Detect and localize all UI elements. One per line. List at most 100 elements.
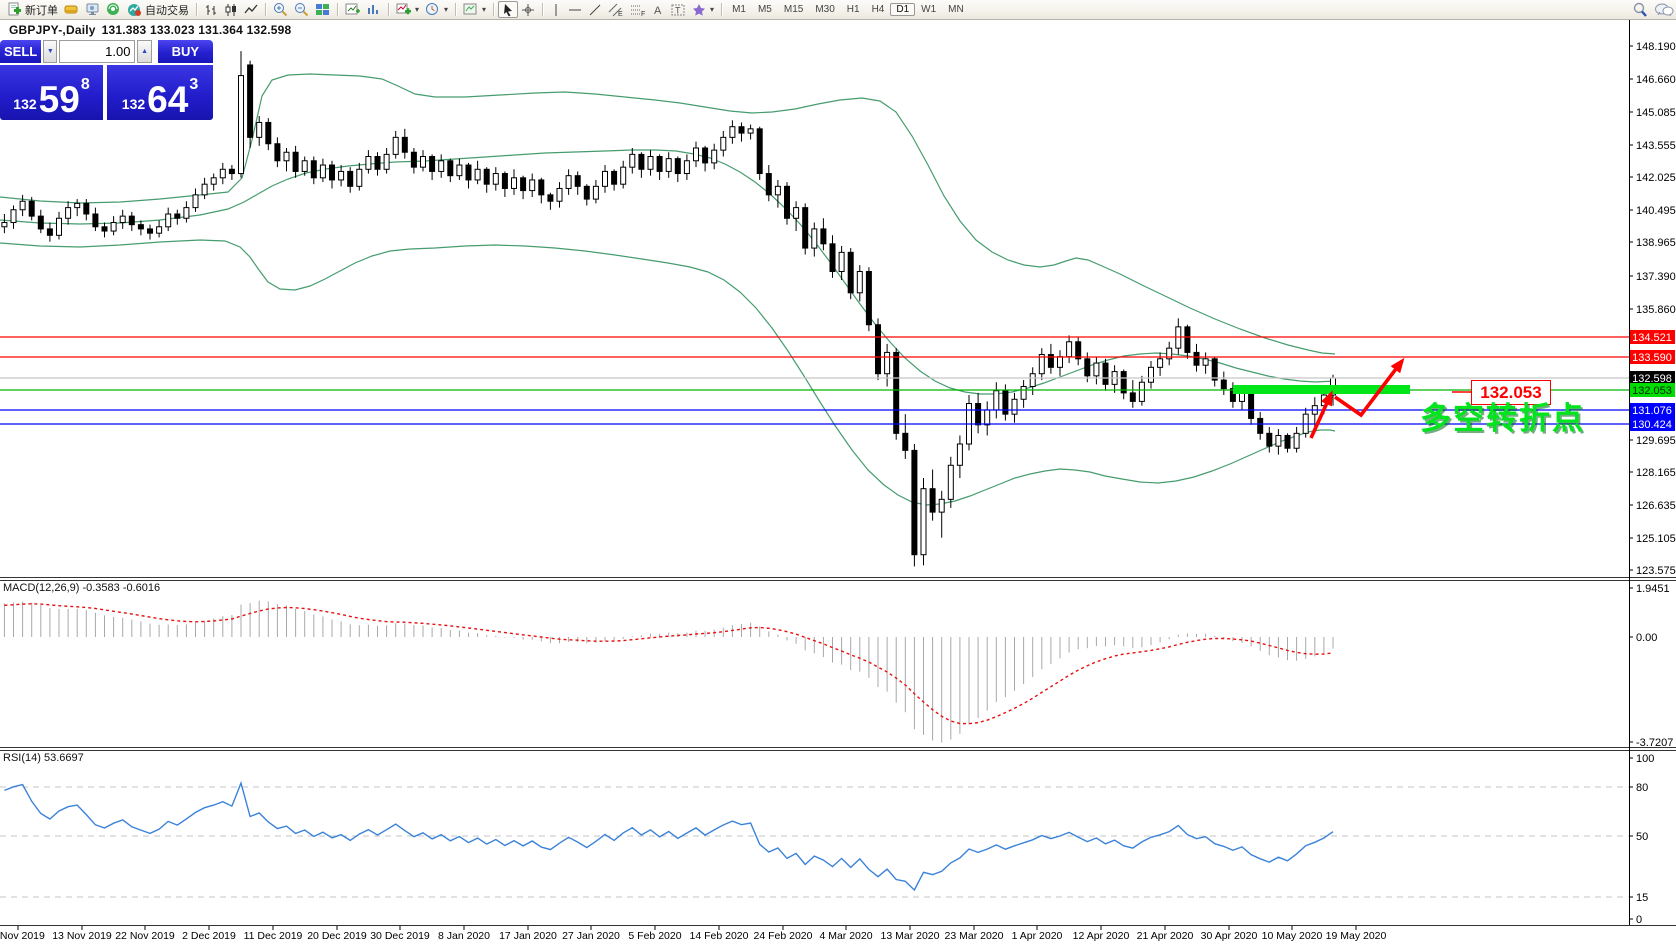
svg-text:134.521: 134.521: [1632, 332, 1672, 344]
new-chart-button[interactable]: [342, 1, 363, 18]
templates-button[interactable]: ▾: [460, 1, 489, 18]
toolbar-separator: [493, 3, 495, 16]
tile-windows-button[interactable]: [312, 1, 333, 18]
shapes-tool-button[interactable]: ▾: [689, 1, 717, 18]
svg-text:15: 15: [1636, 892, 1648, 904]
zoom-in-button[interactable]: [270, 1, 291, 18]
timeframe-H1[interactable]: H1: [846, 4, 860, 15]
new-order-button[interactable]: 新订单: [4, 1, 61, 18]
zoom-out-icon: [294, 2, 309, 17]
macd-indicator-label: MACD(12,26,9) -0.3583 -0.6016: [3, 582, 161, 594]
candle-chart-mode-button[interactable]: [221, 1, 241, 18]
fibonacci-tool-button[interactable]: F: [627, 1, 649, 18]
crosshair-tool-button[interactable]: [518, 1, 538, 18]
channel-tool-button[interactable]: E: [605, 1, 627, 18]
svg-text:138.965: 138.965: [1636, 237, 1676, 249]
timeframe-W1[interactable]: W1: [921, 4, 937, 15]
bollinger-upper: [0, 73, 1336, 355]
turning-point-annotation[interactable]: 多空转折点: [1420, 401, 1585, 436]
publish-button[interactable]: [82, 1, 103, 18]
new-chart-icon: [345, 2, 360, 17]
text-label-icon: T: [671, 3, 686, 17]
volume-increase-button[interactable]: ▲: [137, 40, 152, 63]
cursor-tool-button[interactable]: [498, 1, 519, 18]
svg-text:22 Nov 2019: 22 Nov 2019: [115, 930, 175, 942]
ask-prefix: 132: [121, 96, 146, 112]
autotrading-icon: [127, 2, 142, 17]
timeframe-MN[interactable]: MN: [948, 4, 964, 15]
ask-sup: 3: [189, 76, 199, 93]
candles-series: [1, 51, 1336, 567]
price-level-callout[interactable]: 132.053: [1471, 380, 1551, 405]
autotrading-button[interactable]: 自动交易: [124, 1, 192, 18]
search-icon[interactable]: [1632, 2, 1648, 18]
svg-text:50: 50: [1636, 831, 1648, 843]
trend-arrow-annotation[interactable]: [1309, 357, 1405, 439]
new-order-icon: [7, 2, 22, 17]
text-icon: A: [652, 3, 665, 17]
vline-tool-button[interactable]: [547, 1, 565, 18]
timeframe-M5[interactable]: M5: [757, 4, 772, 15]
timeframe-M1[interactable]: M1: [732, 4, 746, 15]
svg-text:148.190: 148.190: [1636, 41, 1676, 53]
svg-text:13 Mar 2020: 13 Mar 2020: [881, 930, 940, 942]
svg-text:135.860: 135.860: [1636, 304, 1676, 316]
timeframe-D1[interactable]: D1: [890, 3, 916, 16]
periods-button[interactable]: ▾: [422, 1, 451, 18]
volume-decrease-button[interactable]: ▼: [43, 40, 58, 63]
svg-text:20 Dec 2019: 20 Dec 2019: [307, 930, 367, 942]
macd-histogram: [3, 600, 1334, 743]
candle-chart-icon: [224, 3, 238, 17]
volume-input[interactable]: [59, 40, 136, 63]
svg-text:12 Apr 2020: 12 Apr 2020: [1073, 930, 1130, 942]
symbol-quotes: 131.383 133.023 131.364 132.598: [101, 23, 292, 37]
triangle-down-icon: ▼: [46, 48, 54, 55]
support-highlight-bar[interactable]: [1233, 385, 1410, 394]
ask-price-box[interactable]: 132 64 3: [107, 65, 213, 120]
svg-text:2 Dec 2019: 2 Dec 2019: [182, 930, 236, 942]
profiles-button[interactable]: [363, 1, 384, 18]
profiles-icon: [366, 2, 381, 17]
hline-tool-button[interactable]: [565, 1, 585, 18]
timeframe-H4[interactable]: H4: [871, 4, 885, 15]
timeframe-M15[interactable]: M15: [783, 4, 804, 15]
clock-icon: [425, 2, 440, 17]
toolbar-separator: [265, 3, 266, 16]
rsi-line: [4, 780, 1334, 892]
bar-chart-mode-button[interactable]: [201, 1, 221, 18]
bid-price-box[interactable]: 132 59 8: [0, 65, 104, 120]
sell-button[interactable]: SELL: [0, 40, 42, 63]
bid-prefix: 132: [13, 96, 37, 112]
label-tool-button[interactable]: T: [668, 1, 689, 18]
trendline-tool-button[interactable]: [585, 1, 605, 18]
chat-icon[interactable]: [1654, 2, 1674, 18]
sponge-button[interactable]: [61, 1, 82, 18]
svg-text:132.053: 132.053: [1632, 385, 1672, 397]
main-toolbar: 新订单 自动交易 ▾ ▾ ▾ E F A T ▾ M1 M5 M15 M30 H1 H4 D…: [0, 0, 1676, 20]
autotrading-label: 自动交易: [145, 4, 189, 17]
svg-text:14 Feb 2020: 14 Feb 2020: [690, 930, 749, 942]
toolbar-separator: [388, 3, 389, 16]
indicators-icon: [396, 2, 411, 17]
publish-icon: [85, 2, 100, 17]
text-tool-button[interactable]: A: [649, 1, 668, 18]
svg-text:A: A: [654, 5, 662, 17]
svg-text:13 Nov 2019: 13 Nov 2019: [52, 930, 112, 942]
svg-text:T: T: [675, 5, 681, 15]
price-axis[interactable]: 148.190 146.660 145.085 143.555 142.025 140.4…: [1629, 41, 1676, 926]
indicators-button[interactable]: ▾: [393, 1, 422, 18]
templates-icon: [463, 2, 478, 17]
svg-text:140.495: 140.495: [1636, 205, 1676, 217]
signals-button[interactable]: [103, 1, 124, 18]
svg-text:10 May 2020: 10 May 2020: [1262, 930, 1323, 942]
zoom-out-button[interactable]: [291, 1, 312, 18]
svg-text:21 Apr 2020: 21 Apr 2020: [1137, 930, 1194, 942]
timeframe-M30[interactable]: M30: [815, 4, 835, 15]
line-chart-mode-button[interactable]: [241, 1, 261, 18]
new-order-label: 新订单: [25, 4, 58, 17]
svg-text:17 Jan 2020: 17 Jan 2020: [499, 930, 557, 942]
buy-button[interactable]: BUY: [157, 40, 213, 63]
periods-caret-icon: ▾: [444, 5, 449, 14]
